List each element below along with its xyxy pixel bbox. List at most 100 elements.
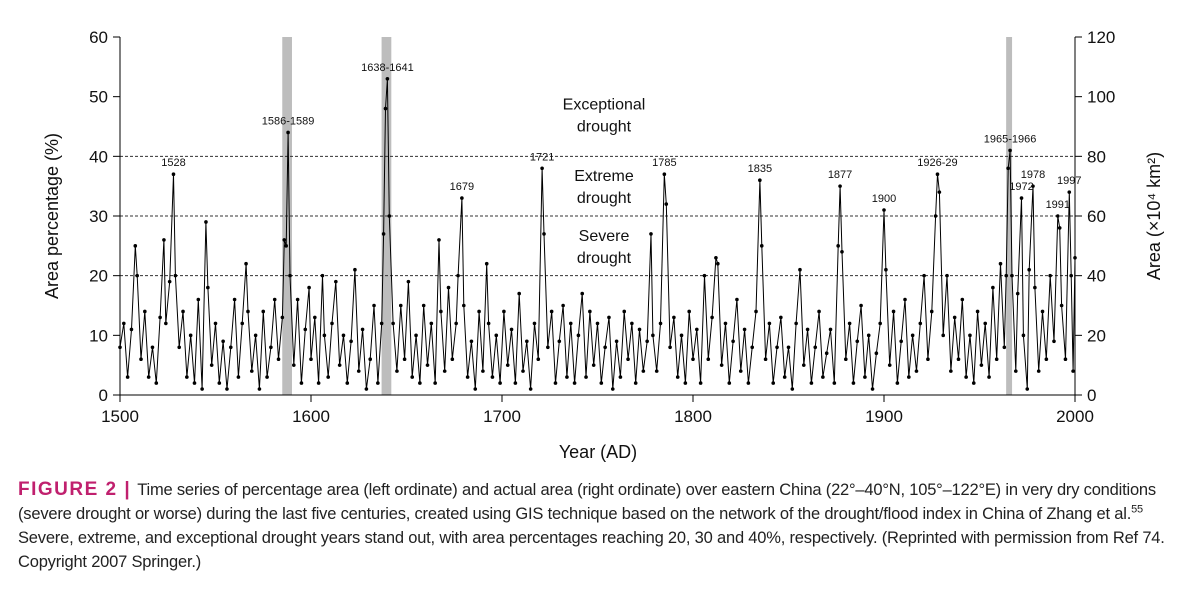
data-point <box>299 381 304 385</box>
data-point <box>832 381 837 385</box>
data-point <box>998 261 1003 266</box>
caption-text: Severe, extreme, and exceptional drought… <box>18 529 1165 571</box>
data-point <box>481 369 485 373</box>
data-point <box>146 375 151 379</box>
data-point <box>1048 273 1052 278</box>
data-point <box>821 375 825 379</box>
data-point <box>284 244 288 248</box>
data-point <box>798 267 802 272</box>
data-point <box>987 375 991 379</box>
data-point <box>746 381 751 385</box>
data-point <box>1004 273 1009 278</box>
data-point <box>125 375 130 379</box>
data-point <box>994 357 999 362</box>
data-point <box>813 345 818 350</box>
data-point <box>1027 267 1031 272</box>
data-point <box>334 279 338 284</box>
data-point <box>626 357 630 362</box>
data-point <box>675 375 680 379</box>
data-point <box>595 321 600 326</box>
data-point <box>706 357 711 362</box>
data-point <box>540 166 544 171</box>
y-tick-label: 30 <box>89 207 108 226</box>
data-point <box>771 381 776 385</box>
data-point <box>588 309 592 314</box>
data-point <box>561 303 565 308</box>
data-point <box>750 345 755 350</box>
data-point <box>185 375 189 379</box>
y2-tick-label: 20 <box>1087 326 1106 345</box>
data-point <box>549 309 554 314</box>
data-point <box>618 375 623 379</box>
data-point <box>167 279 172 284</box>
data-point <box>614 339 619 344</box>
data-point <box>979 363 984 367</box>
data-point <box>723 321 728 326</box>
y-tick-label: 50 <box>89 88 108 107</box>
data-point <box>882 208 886 212</box>
data-point <box>353 267 357 272</box>
data-point <box>1073 255 1077 260</box>
data-point <box>899 339 903 344</box>
data-point <box>754 309 758 314</box>
data-point <box>269 345 273 350</box>
zone-label: drought <box>577 190 632 207</box>
data-point <box>591 363 596 367</box>
data-point <box>341 333 346 338</box>
data-point <box>368 357 373 362</box>
data-point <box>759 244 764 248</box>
data-point <box>253 333 258 338</box>
data-point <box>150 345 155 350</box>
data-point <box>933 214 938 218</box>
data-point <box>1013 369 1018 373</box>
data-point <box>763 357 768 362</box>
data-point <box>282 238 287 242</box>
data-point <box>330 321 334 326</box>
data-point <box>738 369 743 373</box>
data-point <box>710 315 714 320</box>
data-point <box>878 321 882 326</box>
data-point <box>809 381 814 385</box>
data-point <box>456 273 460 278</box>
data-point <box>903 297 907 302</box>
data-point <box>658 321 663 326</box>
data-point <box>320 273 325 278</box>
data-point <box>528 387 533 391</box>
data-point <box>1021 333 1026 338</box>
data-point <box>406 279 411 284</box>
zone-label: drought <box>577 250 632 267</box>
data-point <box>490 375 495 379</box>
data-point <box>465 375 470 379</box>
data-point <box>698 381 703 385</box>
peak-label: 1877 <box>828 169 852 181</box>
y-tick-label: 0 <box>99 386 108 405</box>
data-point <box>767 321 772 326</box>
data-point <box>246 309 250 314</box>
data-point <box>863 375 867 379</box>
caption-text: Time series of percentage area (left ord… <box>18 481 1156 523</box>
data-point <box>498 381 502 385</box>
data-point <box>356 369 361 373</box>
data-point <box>945 273 949 278</box>
data-point <box>801 363 806 367</box>
data-point <box>177 345 182 350</box>
data-point <box>866 333 871 338</box>
data-point <box>922 273 926 278</box>
data-point <box>309 357 313 362</box>
data-point <box>213 321 218 326</box>
data-point <box>225 387 229 391</box>
data-point <box>135 273 139 278</box>
x-tick-label: 2000 <box>1056 407 1094 426</box>
peak-label: 1991 <box>1046 199 1070 211</box>
data-point <box>158 315 162 320</box>
data-point <box>484 261 489 266</box>
data-point <box>840 250 844 254</box>
zone-label: Exceptional <box>563 97 646 114</box>
data-point <box>536 357 541 362</box>
data-point <box>786 345 791 350</box>
data-point <box>133 244 138 248</box>
data-point <box>1071 369 1075 373</box>
data-point <box>887 363 892 367</box>
data-point <box>1069 273 1073 278</box>
